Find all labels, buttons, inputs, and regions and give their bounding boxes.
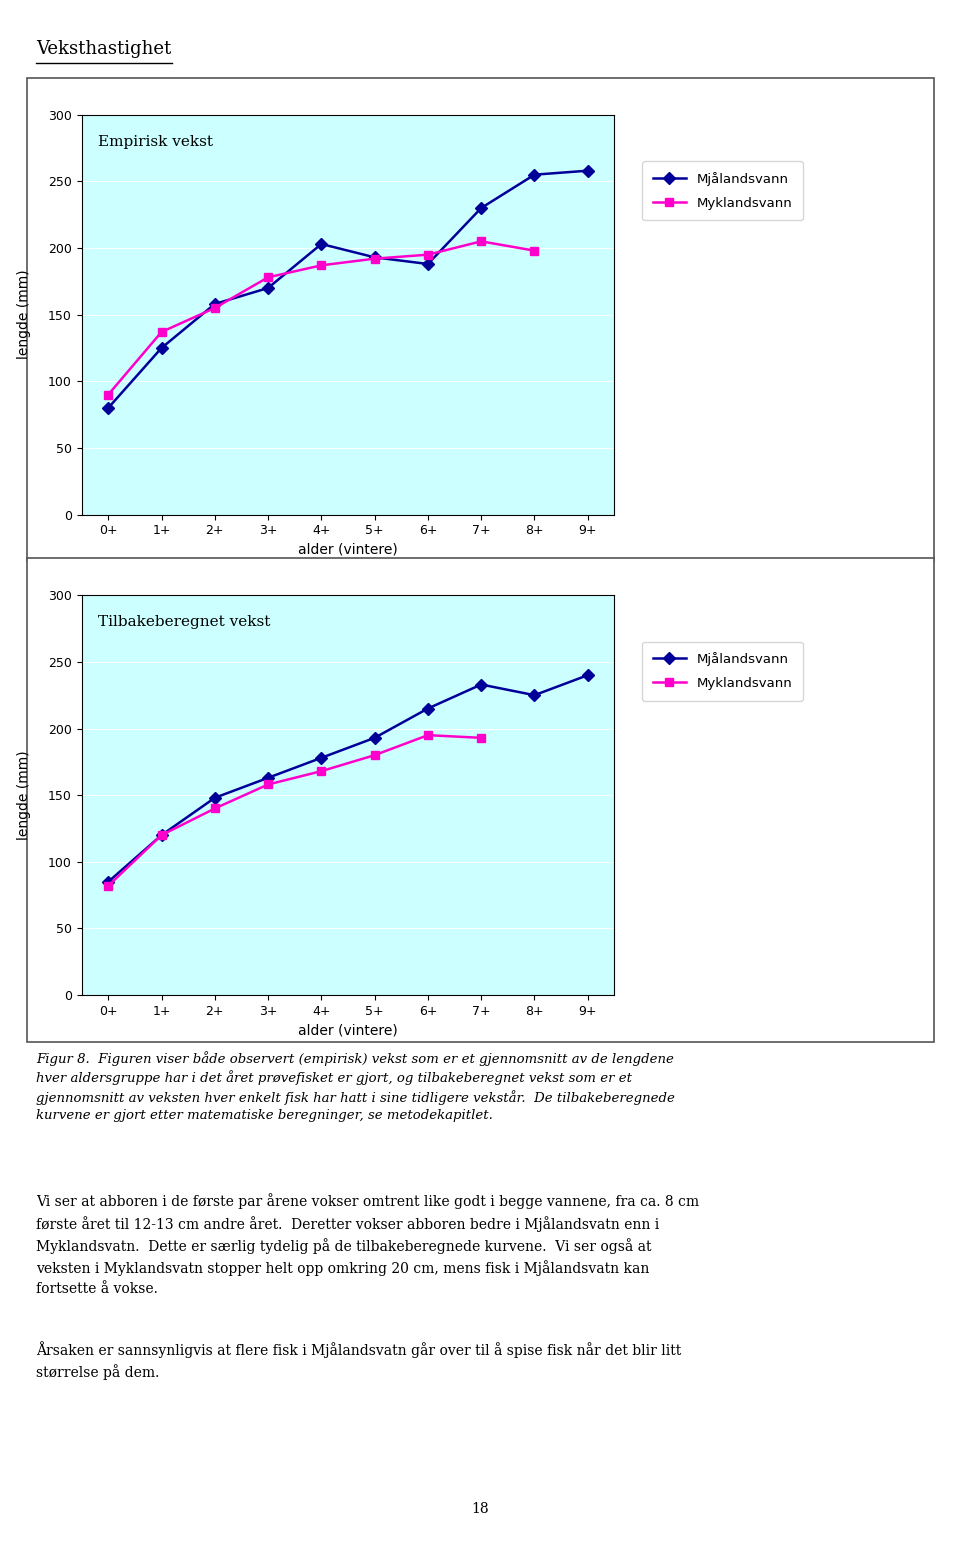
Legend: Mjålandsvann, Myklandsvann: Mjålandsvann, Myklandsvann (642, 642, 803, 701)
Mjålandsvann (103, 398, 114, 417)
Mjålandsvann (475, 676, 487, 694)
Text: Empirisk vekst: Empirisk vekst (98, 135, 212, 149)
Mjålandsvann (475, 198, 487, 217)
Mjålandsvann (369, 728, 380, 747)
Line: Mjålandsvann: Mjålandsvann (104, 166, 592, 412)
Myklandsvann (475, 728, 487, 747)
Myklandsvann (262, 775, 274, 794)
Mjålandsvann (209, 294, 221, 313)
Myklandsvann (209, 800, 221, 818)
Text: Figur 8.  Figuren viser både observert (empirisk) vekst som er et gjennomsnitt a: Figur 8. Figuren viser både observert (e… (36, 1051, 675, 1122)
Myklandsvann (156, 826, 167, 845)
Myklandsvann (422, 725, 434, 744)
Mjålandsvann (262, 279, 274, 298)
X-axis label: alder (vintere): alder (vintere) (299, 542, 397, 556)
Myklandsvann (316, 763, 327, 781)
Line: Myklandsvann: Myklandsvann (104, 237, 539, 398)
Mjålandsvann (582, 161, 593, 180)
Mjålandsvann (422, 254, 434, 273)
Legend: Mjålandsvann, Myklandsvann: Mjålandsvann, Myklandsvann (642, 161, 803, 220)
Mjålandsvann (582, 666, 593, 685)
Mjålandsvann (529, 685, 540, 704)
Myklandsvann (103, 876, 114, 894)
Myklandsvann (369, 250, 380, 268)
Line: Myklandsvann: Myklandsvann (104, 732, 486, 890)
Myklandsvann (369, 746, 380, 764)
Text: Tilbakeberegnet vekst: Tilbakeberegnet vekst (98, 615, 270, 629)
Mjålandsvann (529, 166, 540, 184)
Mjålandsvann (103, 873, 114, 891)
Text: Veksthastighet: Veksthastighet (36, 40, 172, 59)
Text: 18: 18 (471, 1502, 489, 1516)
Mjålandsvann (156, 338, 167, 356)
Myklandsvann (103, 386, 114, 405)
Myklandsvann (316, 256, 327, 274)
Mjålandsvann (422, 699, 434, 718)
Myklandsvann (475, 232, 487, 251)
X-axis label: alder (vintere): alder (vintere) (299, 1023, 397, 1037)
Myklandsvann (262, 268, 274, 287)
Mjålandsvann (209, 789, 221, 808)
Mjålandsvann (316, 234, 327, 253)
Myklandsvann (209, 299, 221, 318)
Myklandsvann (422, 245, 434, 264)
Text: Vi ser at abboren i de første par årene vokser omtrent like godt i begge vannene: Vi ser at abboren i de første par årene … (36, 1194, 700, 1296)
Mjålandsvann (316, 749, 327, 767)
Myklandsvann (529, 242, 540, 260)
Line: Mjålandsvann: Mjålandsvann (104, 671, 592, 887)
Myklandsvann (156, 322, 167, 341)
Mjålandsvann (156, 826, 167, 845)
Text: Årsaken er sannsynligvis at flere fisk i Mjålandsvatn går over til å spise fisk : Årsaken er sannsynligvis at flere fisk i… (36, 1341, 682, 1380)
Mjålandsvann (369, 248, 380, 267)
Y-axis label: lengde (mm): lengde (mm) (17, 270, 31, 360)
Y-axis label: lengde (mm): lengde (mm) (17, 750, 31, 840)
Mjålandsvann (262, 769, 274, 787)
